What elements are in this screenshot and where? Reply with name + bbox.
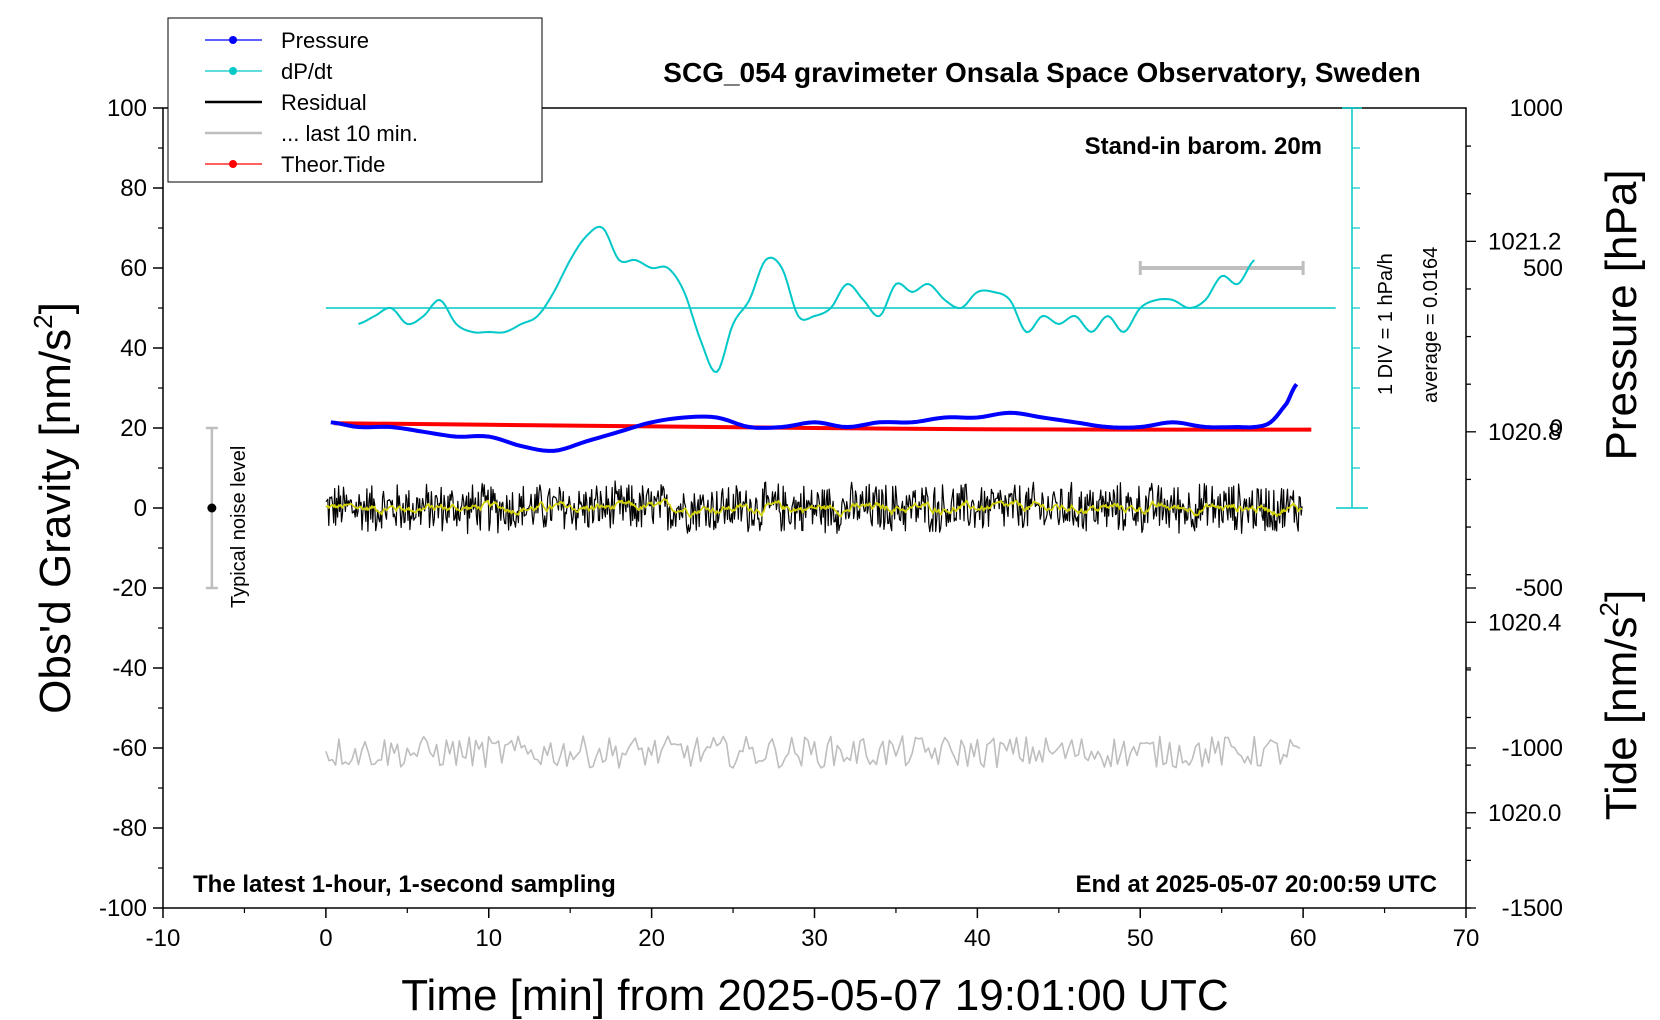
x-tick-label: -10: [146, 925, 181, 952]
legend-swatch-marker: [229, 160, 237, 168]
div-label: 1 DIV = 1 hPa/h: [1375, 253, 1397, 395]
pressure-tick-label: 1020.0: [1488, 800, 1561, 827]
y-tick-label: 100: [107, 95, 147, 122]
legend-label: Residual: [281, 90, 367, 115]
pressure-series: [330, 382, 1299, 453]
tide-tick-label: -1500: [1502, 895, 1563, 922]
x-tick-label: 0: [319, 925, 332, 952]
stand-in-note: Stand-in barom. 20m: [1085, 133, 1322, 160]
latest-note: The latest 1-hour, 1-second sampling: [193, 871, 616, 898]
y-axis-title-left-sup: 2: [28, 314, 58, 328]
legend-box: [167, 17, 543, 183]
y-axis-title-left-end: ]: [31, 302, 80, 314]
legend-swatch-marker: [229, 67, 237, 75]
legend-label: Pressure: [281, 28, 369, 53]
chart-title: SCG_054 gravimeter Onsala Space Observat…: [663, 57, 1420, 88]
last10-line: [325, 735, 1301, 769]
chart-axes: -10 0 10 20 30 40 50 60 70100806040200-20-40-60-…: [99, 95, 1563, 952]
x-tick-label: 70: [1453, 925, 1480, 952]
last10-series: [325, 261, 1305, 769]
legend-label: ... last 10 min.: [281, 121, 418, 146]
dpdt-series: [325, 107, 1368, 509]
chart-extras: [205, 426, 218, 590]
noise-bar-dot: [207, 503, 217, 513]
y-axis-title-tide-main: Tide [nm/s: [1597, 616, 1646, 820]
tide-tick-label: -1000: [1502, 735, 1563, 762]
tide-tick-label: 500: [1523, 255, 1563, 282]
y-tick-label: -80: [112, 815, 147, 842]
residual-line: [325, 480, 1303, 535]
pressure-line: [330, 382, 1299, 453]
end-note: End at 2025-05-07 20:00:59 UTC: [1076, 871, 1438, 898]
pressure-tick-label: 1020.4: [1488, 609, 1561, 636]
pressure-tick-label: 1021.2: [1488, 228, 1561, 255]
y-axis-title-tide: Tide [nm/s2]: [1594, 590, 1646, 820]
noise-level-label: Typical noise level: [228, 446, 250, 608]
y-axis-title-left-main: Obs'd Gravity [nm/s: [31, 329, 80, 714]
y-tick-label: 60: [120, 255, 147, 282]
x-tick-label: 30: [801, 925, 828, 952]
legend-swatch-marker: [229, 36, 237, 44]
x-tick-label: 20: [638, 925, 665, 952]
y-tick-label: 0: [134, 495, 147, 522]
residual-smoothed-line: [325, 497, 1303, 519]
y-axis-title-pressure: Pressure [hPa]: [1597, 169, 1646, 460]
y-axis-title-tide-end: ]: [1597, 590, 1646, 602]
x-tick-label: 50: [1127, 925, 1154, 952]
legend-label: Theor.Tide: [281, 152, 385, 177]
y-tick-label: -100: [99, 895, 147, 922]
tide-series: [333, 421, 1312, 432]
y-tick-label: -60: [112, 735, 147, 762]
y-tick-label: 40: [120, 335, 147, 362]
tide-tick-label: -500: [1515, 575, 1563, 602]
y-tick-label: 80: [120, 175, 147, 202]
x-tick-label: 40: [964, 925, 991, 952]
tide-line: [333, 421, 1312, 432]
y-tick-label: -40: [112, 655, 147, 682]
legend-label: dP/dt: [281, 59, 332, 84]
tide-tick-label: 0: [1550, 415, 1563, 442]
x-tick-label: 10: [475, 925, 502, 952]
y-axis-title-tide-sup: 2: [1594, 602, 1624, 616]
pressure-tick-label: 1020.8: [1488, 419, 1561, 446]
dpdt-line: [358, 225, 1256, 373]
legend: Pressure dP/dt Residual ... last 10 min. The…: [167, 17, 543, 183]
y-axis-title-left: Obs'd Gravity [nm/s2]: [28, 302, 80, 714]
y-tick-label: 20: [120, 415, 147, 442]
tide-tick-label: 1000: [1510, 95, 1563, 122]
average-label: average = 0.0164: [1420, 247, 1442, 403]
residual-series: [325, 480, 1303, 535]
legend-entries: Pressure dP/dt Residual ... last 10 min. The…: [205, 28, 418, 177]
y-tick-label: -20: [112, 575, 147, 602]
x-tick-label: 60: [1290, 925, 1317, 952]
x-axis-title: Time [min] from 2025-05-07 19:01:00 UTC: [401, 971, 1228, 1020]
